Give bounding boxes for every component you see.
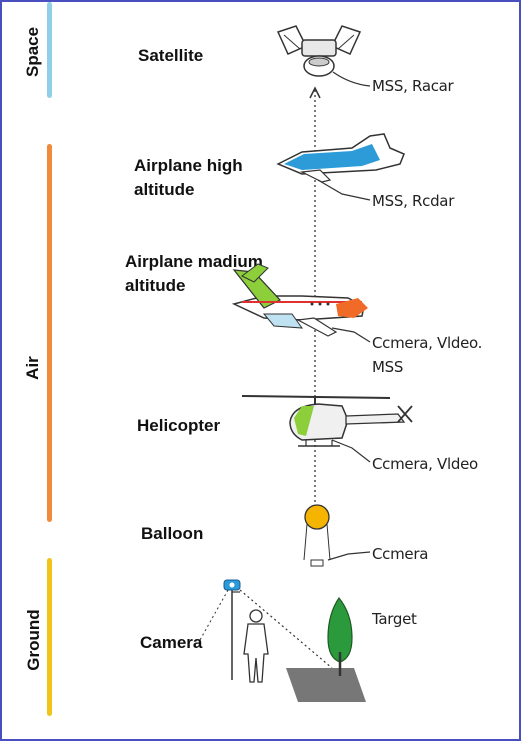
air-band — [47, 144, 52, 522]
airplane-medium-sensor-label-line2: MSS — [372, 358, 404, 376]
balloon-sensor-label: Ccmera — [372, 545, 429, 563]
airplane-medium-label-line1: Airplane madium — [125, 252, 263, 271]
target-label: Target — [372, 610, 417, 628]
camera-mast-icon — [223, 579, 241, 680]
helicopter-label: Helicopter — [137, 416, 221, 435]
airplane-medium-sensor-label-line1: Ccmera, Vldeo. — [372, 334, 483, 352]
helicopter-sensor-label: Ccmera, Vldeo — [372, 455, 478, 473]
tree-icon — [327, 596, 353, 676]
airplane-high-sensor-label: MSS, Rcdar — [372, 192, 455, 210]
camera-label: Camera — [140, 633, 203, 652]
satellite-icon — [276, 25, 362, 77]
arrow-up-icon — [309, 86, 321, 99]
ground-band — [47, 558, 52, 716]
camera-view-line — [239, 589, 333, 669]
airplane-medium-label-line2: altitude — [125, 276, 186, 295]
space-band — [47, 2, 52, 98]
balloon-label: Balloon — [141, 524, 204, 543]
airplane-high-label-line2: altitude — [134, 180, 195, 199]
balloon-icon — [303, 504, 331, 567]
airplane-medium-icon — [231, 263, 368, 337]
airplane-high-label-line1: Airplane high — [134, 156, 243, 175]
satellite-label: Satellite — [138, 46, 204, 65]
person-icon — [243, 609, 269, 683]
ground-square — [286, 668, 366, 702]
satellite-sensor-label: MSS, Racar — [372, 77, 454, 95]
helicopter-icon — [241, 395, 413, 447]
airplane-high-icon — [276, 133, 405, 183]
